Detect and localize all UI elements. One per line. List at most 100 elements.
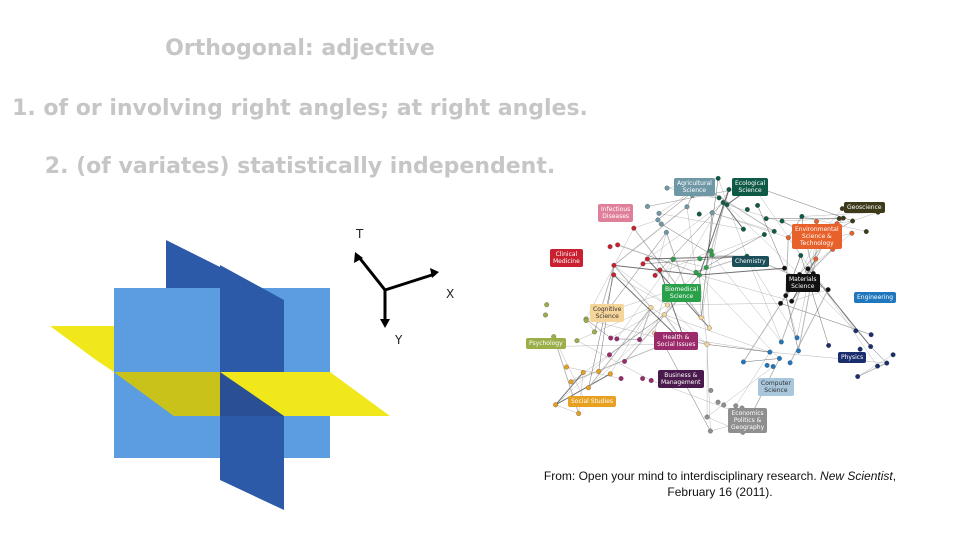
network-label-line: Geoscience bbox=[847, 204, 882, 211]
network-node bbox=[607, 371, 613, 377]
network-node bbox=[779, 218, 785, 224]
network-edge bbox=[699, 274, 780, 359]
network-label-line: Infectious bbox=[601, 206, 631, 213]
network-node bbox=[778, 339, 784, 345]
network-label: Ecological Science bbox=[732, 178, 769, 196]
definition-1: 1. of or involving right angles; at righ… bbox=[12, 96, 588, 121]
network-node bbox=[564, 364, 569, 370]
network-label: Social Studies bbox=[568, 396, 616, 407]
network-edge bbox=[686, 206, 697, 273]
axis-y-label: Y bbox=[394, 333, 403, 347]
network-node bbox=[770, 364, 776, 369]
network-label: Cognitive Science bbox=[590, 304, 625, 322]
page-title: Orthogonal: adjective bbox=[165, 36, 435, 61]
network-node bbox=[704, 341, 710, 347]
network-node bbox=[771, 228, 777, 234]
network-edge bbox=[706, 366, 774, 418]
network-label-line: Biomedical bbox=[665, 286, 699, 293]
network-node bbox=[778, 300, 784, 306]
network-edge bbox=[667, 303, 781, 306]
network-label-line: Cognitive bbox=[593, 306, 622, 313]
network-edge bbox=[616, 338, 640, 341]
network-edge bbox=[658, 213, 744, 230]
network-label-line: Science bbox=[764, 387, 788, 394]
network-node bbox=[785, 235, 791, 241]
network-node bbox=[726, 187, 732, 192]
network-edge bbox=[576, 307, 652, 341]
network-node bbox=[724, 202, 730, 208]
caption-date: February 16 (2011). bbox=[667, 485, 773, 499]
network-node bbox=[787, 360, 793, 366]
network-node bbox=[664, 185, 670, 191]
network-label: Chemistry bbox=[732, 256, 769, 267]
network-node bbox=[890, 352, 896, 358]
network-edge bbox=[555, 354, 610, 405]
network-label: Geoscience bbox=[844, 202, 885, 213]
network-edge bbox=[613, 274, 668, 306]
network-edge bbox=[857, 362, 887, 377]
network-edge bbox=[673, 258, 707, 268]
network-edge bbox=[588, 339, 640, 388]
network-edge bbox=[753, 185, 853, 222]
network-edge bbox=[711, 254, 782, 343]
network-label-line: Management bbox=[661, 379, 701, 386]
network-node bbox=[764, 362, 770, 368]
network-node bbox=[661, 312, 667, 318]
network-node bbox=[663, 229, 669, 235]
network-edge bbox=[555, 373, 611, 406]
network-label-line: Diseases bbox=[602, 213, 630, 220]
network-label-line: Business & bbox=[664, 372, 698, 379]
network-edge bbox=[555, 372, 584, 406]
network-edge bbox=[585, 228, 635, 320]
network-node bbox=[763, 216, 769, 222]
network-node bbox=[611, 262, 617, 268]
network-label-line: Science bbox=[669, 293, 694, 300]
network-node bbox=[607, 352, 612, 358]
network-node bbox=[721, 402, 727, 408]
network-label-line: Politics & bbox=[733, 417, 762, 424]
network-label-line: Science bbox=[682, 187, 707, 194]
network-node bbox=[715, 175, 721, 181]
network-node bbox=[622, 358, 628, 364]
network-node bbox=[574, 338, 580, 344]
network-node bbox=[698, 315, 704, 321]
network-label-line: Environmental bbox=[795, 226, 839, 233]
network-node bbox=[644, 256, 650, 262]
network-edge bbox=[551, 344, 665, 347]
network-label-line: Science & bbox=[801, 233, 832, 240]
network-edge bbox=[706, 267, 710, 328]
axis-t-label: T bbox=[355, 227, 364, 241]
network-node bbox=[849, 230, 855, 236]
network-edge bbox=[769, 351, 887, 364]
network-edge bbox=[610, 307, 652, 374]
definition-2: 2. (of variates) statistically independe… bbox=[44, 154, 556, 179]
network-node bbox=[544, 302, 550, 308]
vertical-plane-front bbox=[220, 416, 284, 510]
network-node bbox=[884, 360, 890, 366]
network-node bbox=[767, 349, 773, 355]
network-graph bbox=[543, 175, 896, 435]
network-edge bbox=[654, 250, 712, 276]
network-edge bbox=[788, 237, 857, 331]
network-label-line: Agricultural bbox=[677, 180, 712, 187]
network-edge bbox=[743, 358, 780, 363]
network-edge bbox=[607, 232, 667, 311]
network-edge bbox=[647, 255, 747, 260]
network-label-line: Physics bbox=[841, 354, 864, 361]
network-label-line: Social Issues bbox=[657, 341, 696, 348]
network-label: Health & Social Issues bbox=[654, 332, 699, 350]
network-edge bbox=[610, 304, 668, 339]
network-label: Engineering bbox=[854, 292, 896, 303]
network-edge bbox=[667, 304, 708, 345]
network-edge bbox=[699, 274, 792, 302]
network-node bbox=[840, 215, 846, 221]
network-node bbox=[670, 256, 676, 262]
network-edge bbox=[791, 289, 829, 302]
network-edge bbox=[712, 212, 789, 238]
network-node bbox=[709, 252, 715, 258]
network-node bbox=[850, 218, 856, 224]
network-edge bbox=[588, 274, 614, 388]
caption-suffix: , bbox=[892, 469, 897, 483]
network-edge bbox=[566, 366, 622, 379]
network-node bbox=[720, 200, 726, 205]
